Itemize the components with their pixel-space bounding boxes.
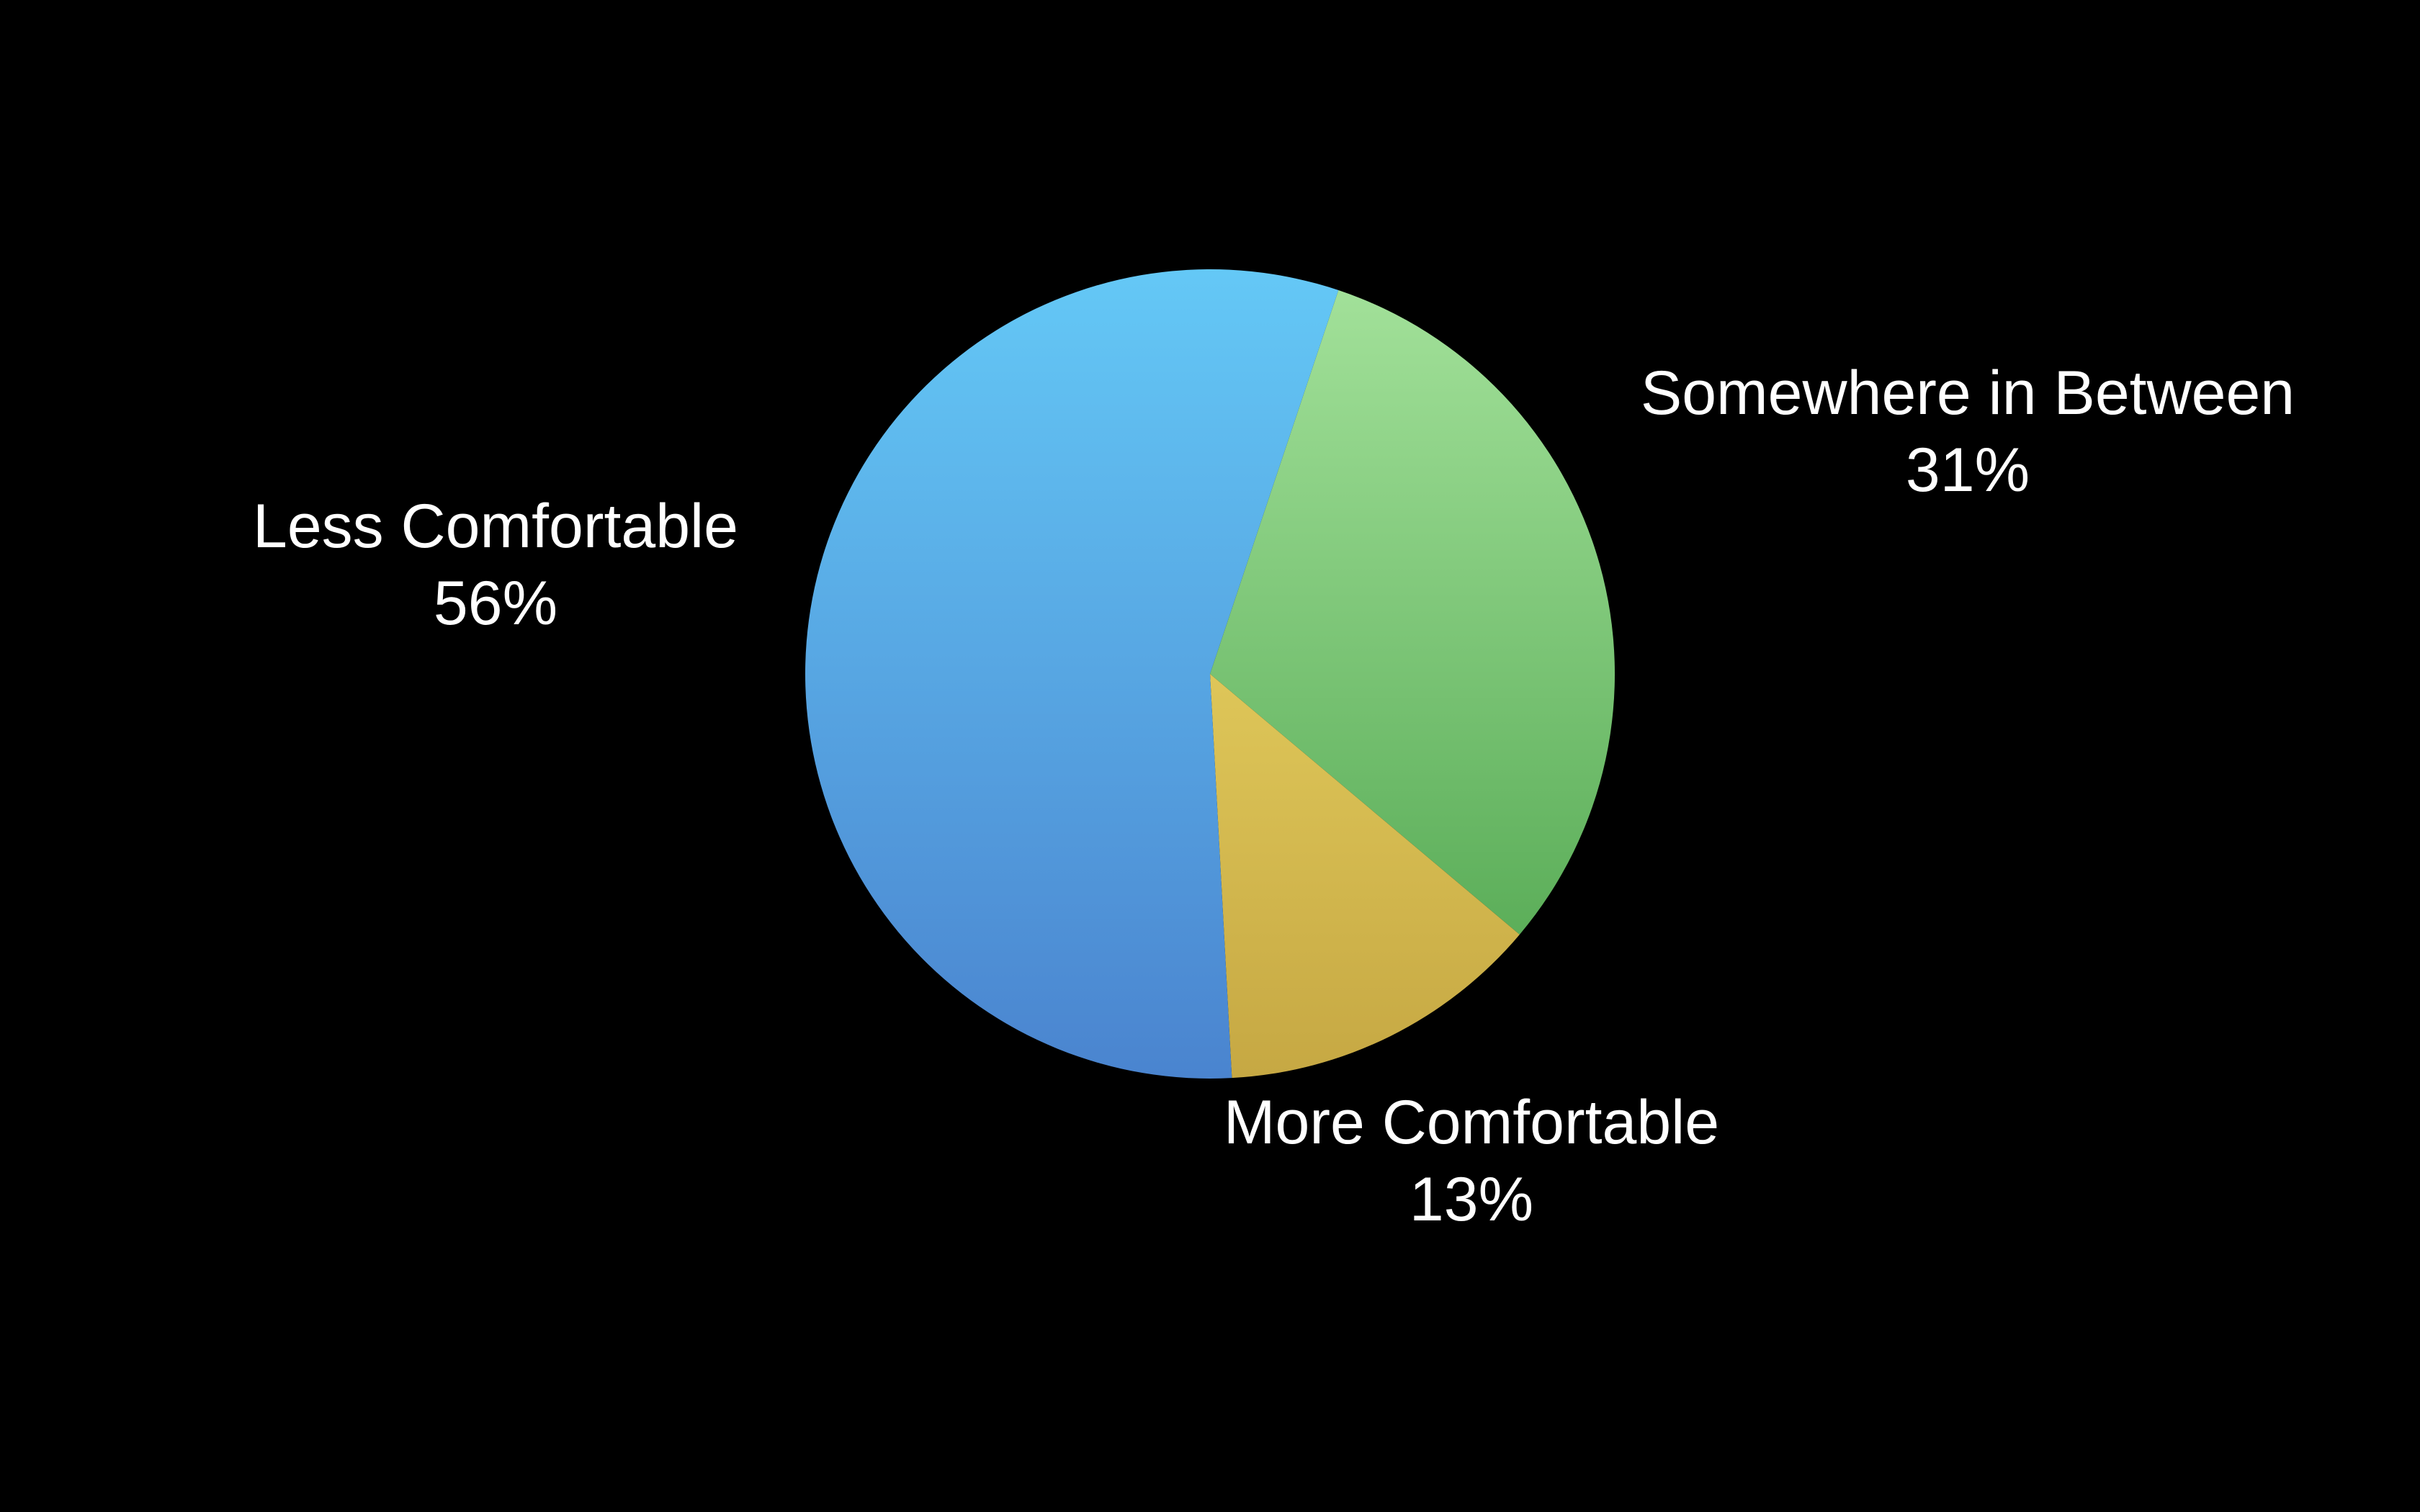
pie-slice-more-comfortable [1210, 674, 1520, 1079]
slice-label-less-comfortable: Less Comfortable [253, 492, 738, 561]
slice-label-more-comfortable: More Comfortable [1224, 1088, 1719, 1157]
slice-value-more-comfortable: 13% [1410, 1165, 1533, 1234]
pie-slice-less-comfortable [805, 269, 1339, 1079]
slice-label-somewhere-in-between: Somewhere in Between [1641, 359, 2295, 428]
slice-value-somewhere-in-between: 31% [1906, 436, 2030, 505]
pie-slice-somewhere-in-between [1210, 290, 1615, 935]
pie-slices [805, 269, 1615, 1079]
slice-value-less-comfortable: 56% [434, 569, 557, 638]
slice-labels: Somewhere in Between 31% More Comfortable 1… [253, 359, 2295, 1234]
